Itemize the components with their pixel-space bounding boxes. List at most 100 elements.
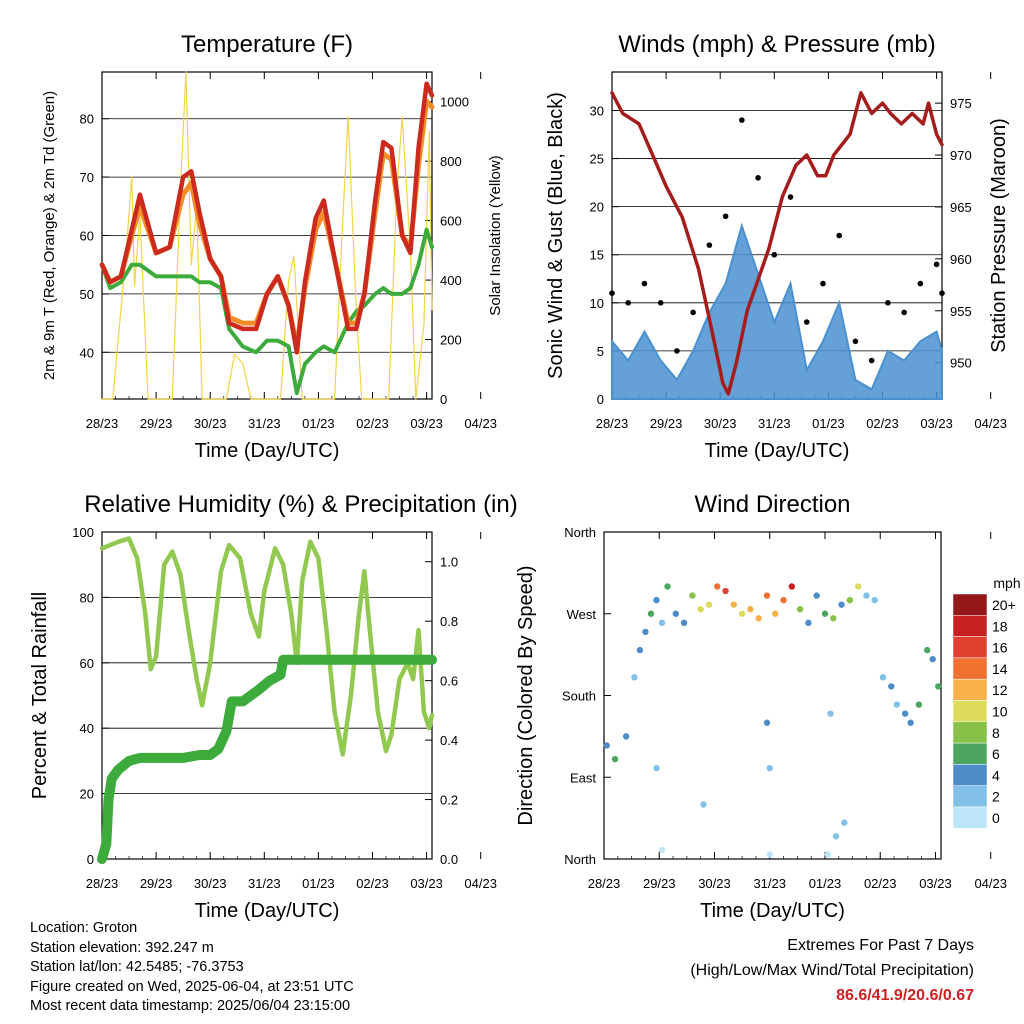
legend-swatch [952, 593, 988, 616]
direction-point [672, 610, 680, 617]
direction-point [636, 646, 644, 654]
direction-point [738, 610, 746, 617]
direction-point [879, 674, 887, 681]
station-info: Location: Groton Station elevation: 392.… [30, 919, 354, 1017]
direction-point [780, 596, 787, 604]
y-tick-label: 30 [590, 103, 604, 118]
gust-point [609, 290, 615, 297]
y2-tick-label: 600 [440, 214, 462, 229]
y2-tick-label: 400 [440, 273, 462, 288]
direction-point [841, 819, 848, 826]
legend-swatch [952, 785, 988, 808]
x-tick-label: 02/23 [356, 416, 389, 431]
y-tick-label: 50 [80, 287, 94, 302]
direction-point [832, 833, 840, 840]
gust-point [739, 117, 745, 123]
gust-point [674, 348, 680, 354]
gust-point [755, 174, 761, 181]
x-axis-label: Time (Day/UTC) [705, 440, 850, 462]
gust-point [820, 280, 826, 287]
direction-point [653, 596, 660, 604]
direction-point [772, 610, 779, 617]
direction-point [611, 755, 619, 763]
rh-series [99, 536, 435, 757]
direction-point [642, 628, 649, 636]
direction-point [622, 733, 630, 740]
y-tick-label: 0 [597, 392, 604, 407]
temp-9m-series [99, 98, 435, 349]
dewpoint-series [100, 227, 434, 396]
direction-point [730, 601, 738, 608]
direction-point [935, 683, 942, 690]
direction-point [647, 610, 655, 617]
direction-point [766, 764, 773, 772]
x-tick-label: 28/23 [596, 416, 629, 431]
y2-tick-label: 0 [440, 392, 447, 407]
gust-point [852, 338, 859, 345]
legend-swatch [952, 678, 988, 701]
y-axis-label: Percent & Total Rainfall [29, 592, 51, 800]
direction-point [714, 583, 721, 590]
solar-series [101, 71, 433, 400]
legend-swatch [952, 721, 988, 744]
extremes-values: 86.6/41.9/20.6/0.67 [836, 987, 974, 1004]
y-tick-label: North [564, 525, 596, 540]
location-text: Location: Groton [30, 920, 138, 936]
pressure-series [610, 91, 944, 396]
direction-point [658, 846, 666, 854]
y2-tick-label: 970 [950, 148, 972, 163]
temp-2m-series [99, 81, 435, 355]
y-tick-label: 10 [590, 296, 604, 311]
extremes-subtitle: (High/Low/Max Wind/Total Precipitation) [690, 962, 974, 979]
direction-point [821, 610, 829, 617]
x-tick-label: 29/23 [643, 876, 676, 891]
direction-point [901, 710, 909, 717]
y2-tick-label: 800 [440, 154, 462, 169]
y2-tick-label: 950 [950, 356, 972, 371]
precip-series [97, 654, 437, 864]
direction-point [929, 655, 936, 663]
y2-tick-label: 0.8 [440, 614, 458, 629]
direction-point [766, 851, 773, 858]
direction-point [680, 619, 688, 627]
x-tick-label: 04/23 [974, 416, 1007, 431]
chart-title: Wind Direction [694, 491, 850, 518]
recent-text: Most recent data timestamp: 2025/06/04 2… [30, 998, 351, 1015]
x-tick-label: 29/23 [140, 876, 173, 891]
x-tick-label: 02/23 [864, 876, 897, 891]
legend-label: 0 [992, 810, 1000, 826]
gust-point [771, 251, 778, 258]
y2-tick-label: 975 [950, 96, 972, 111]
legend-label: 8 [992, 725, 1000, 741]
direction-point [705, 601, 713, 608]
y2-tick-label: 1.0 [440, 555, 458, 570]
gust-point [787, 194, 794, 200]
plot-frame [603, 531, 942, 860]
x-tick-label: 03/23 [410, 876, 443, 891]
direction-point [846, 596, 854, 604]
y-axis-label: Direction (Colored By Speed) [515, 565, 537, 825]
extremes-title: Extremes For Past 7 Days [787, 937, 974, 954]
direction-point [697, 606, 704, 613]
direction-point [631, 674, 638, 681]
direction-point [907, 719, 914, 726]
legend-swatch [952, 700, 988, 723]
y-tick-label: 80 [80, 112, 94, 127]
direction-point [796, 606, 804, 613]
direction-point [664, 583, 671, 590]
direction-point [603, 742, 610, 749]
direction-point [722, 587, 729, 595]
chart-title: Relative Humidity (%) & Precipitation (i… [84, 491, 517, 518]
y2-tick-label: 965 [950, 200, 972, 215]
direction-point [813, 592, 820, 599]
direction-point [838, 601, 845, 608]
x-tick-label: 04/23 [464, 876, 497, 891]
x-tick-label: 31/23 [758, 416, 791, 431]
legend-label: 2 [992, 789, 1000, 805]
y2-tick-label: 1000 [440, 95, 469, 110]
x-tick-label: 28/23 [86, 416, 119, 431]
x-tick-label: 30/23 [194, 416, 227, 431]
gust-point [625, 300, 632, 306]
direction-point [915, 701, 923, 708]
